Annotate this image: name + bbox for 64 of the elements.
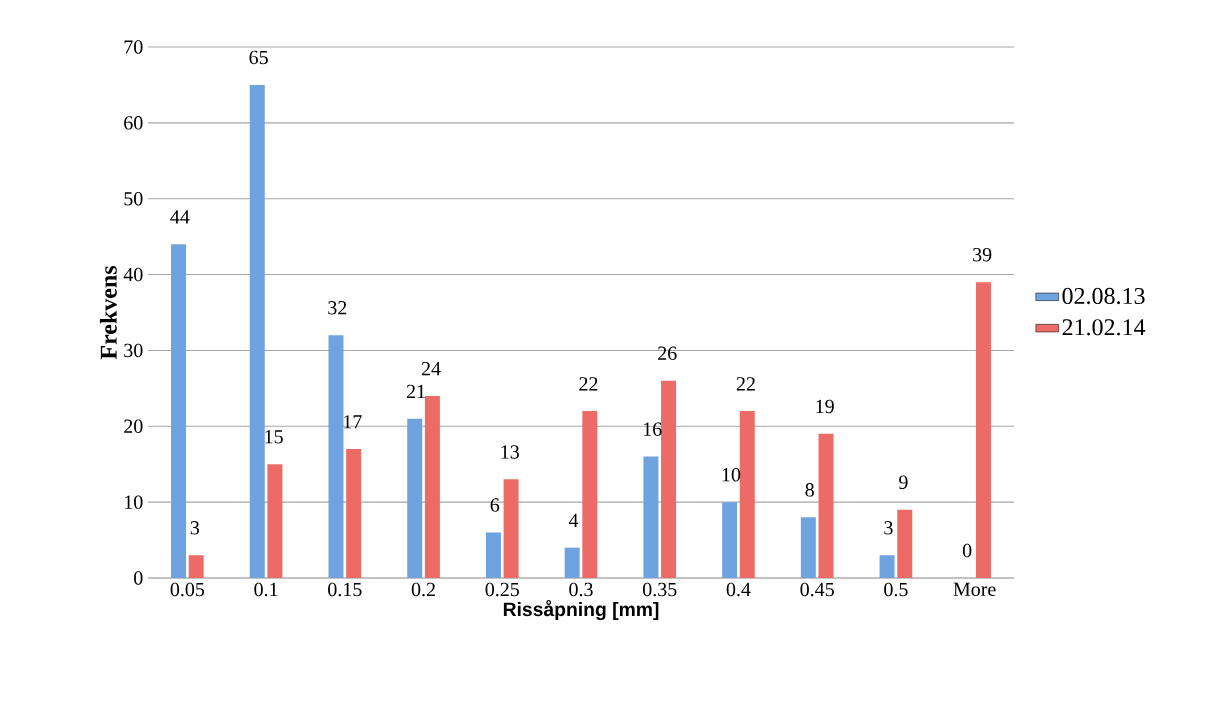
data-label: 13 bbox=[501, 445, 519, 459]
y-tick-label: 70 bbox=[124, 40, 143, 54]
bar bbox=[346, 449, 362, 578]
bar bbox=[407, 418, 423, 578]
bar bbox=[661, 380, 677, 578]
x-tick-label: 0.3 bbox=[569, 582, 593, 597]
bar bbox=[643, 456, 659, 578]
y-tick-label: 10 bbox=[125, 495, 143, 509]
bar bbox=[424, 395, 440, 578]
x-tick-label: 0.2 bbox=[411, 582, 435, 597]
x-tick-label: 0.15 bbox=[328, 582, 362, 597]
data-label: 24 bbox=[421, 361, 441, 376]
data-label: 6 bbox=[490, 498, 500, 512]
y-axis-title: Frekvens bbox=[99, 265, 117, 360]
data-label: 3 bbox=[884, 521, 893, 535]
bar bbox=[249, 84, 265, 578]
data-label: 22 bbox=[736, 377, 755, 391]
data-label: 15 bbox=[265, 430, 283, 444]
data-label: 21 bbox=[406, 384, 425, 398]
x-tick-label: More bbox=[953, 582, 996, 596]
data-label: 65 bbox=[249, 50, 268, 65]
data-label: 17 bbox=[344, 415, 362, 429]
x-tick-label: 0.5 bbox=[884, 582, 908, 597]
y-tick-label: 20 bbox=[124, 419, 143, 434]
y-tick-label: 0 bbox=[134, 571, 143, 585]
bar bbox=[722, 502, 738, 578]
y-tick-label: 50 bbox=[124, 191, 143, 206]
bar bbox=[171, 244, 187, 578]
bar bbox=[975, 282, 991, 578]
y-tick-label: 30 bbox=[124, 343, 143, 358]
bar bbox=[800, 517, 816, 578]
x-tick-label: 0.25 bbox=[485, 582, 519, 597]
bar bbox=[564, 547, 580, 578]
data-label: 22 bbox=[579, 377, 598, 391]
x-tick-label: 0.45 bbox=[800, 582, 834, 597]
x-tick-label: 0.05 bbox=[170, 582, 205, 597]
bar bbox=[188, 555, 204, 578]
bar bbox=[485, 532, 501, 578]
bar bbox=[897, 509, 913, 578]
bar bbox=[739, 411, 755, 578]
bar bbox=[328, 335, 344, 578]
y-tick-label: 40 bbox=[123, 267, 143, 282]
y-tick-label: 60 bbox=[124, 116, 143, 130]
bar bbox=[818, 433, 834, 578]
x-tick-label: 0.35 bbox=[642, 582, 677, 597]
data-label: 32 bbox=[328, 301, 347, 315]
bar bbox=[879, 555, 895, 578]
bar bbox=[267, 464, 283, 578]
x-tick-label: 0.1 bbox=[254, 582, 278, 597]
legend-label: 02.08.13 bbox=[1062, 287, 1145, 305]
bar bbox=[503, 479, 519, 578]
data-label: 19 bbox=[816, 399, 834, 414]
data-label: 26 bbox=[658, 346, 677, 361]
data-label: 44 bbox=[170, 210, 190, 224]
data-label: 4 bbox=[568, 513, 579, 527]
data-label: 0 bbox=[962, 543, 972, 558]
data-label: 8 bbox=[805, 483, 814, 497]
data-label: 9 bbox=[899, 475, 908, 489]
data-label: 39 bbox=[973, 248, 992, 262]
x-axis-title: Rissåpning [mm] bbox=[503, 600, 659, 621]
data-label: 3 bbox=[190, 521, 200, 535]
bar bbox=[582, 411, 598, 578]
legend-label: 21.02.14 bbox=[1062, 319, 1146, 336]
x-tick-label: 0.4 bbox=[726, 582, 751, 597]
